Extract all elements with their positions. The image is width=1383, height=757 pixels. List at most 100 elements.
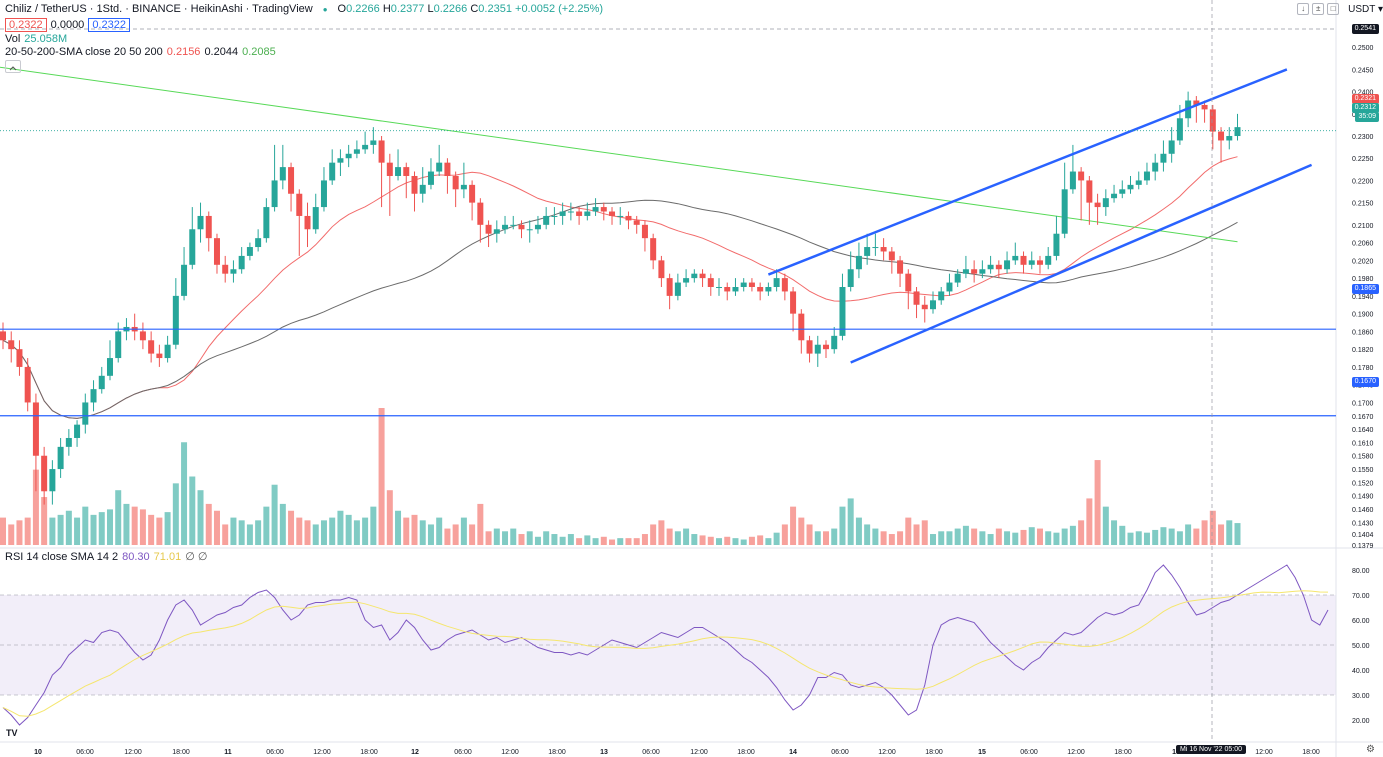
- price-tick-label: 0.2450: [1352, 67, 1374, 74]
- volume-bar: [24, 517, 31, 545]
- volume-bar: [469, 524, 476, 545]
- chevron-up-icon: [9, 66, 17, 71]
- time-tick-label: 18:00: [360, 749, 378, 756]
- time-tick-label: 18:00: [172, 749, 190, 756]
- candle-body: [897, 260, 904, 274]
- volume-bar: [962, 525, 969, 545]
- candle-body: [699, 273, 706, 279]
- ohlc-close-key: C: [470, 3, 479, 15]
- ohlc-open-key: O: [337, 3, 347, 15]
- volume-label: Vol: [5, 33, 21, 45]
- volume-bar: [82, 506, 89, 545]
- volume-bar: [831, 528, 838, 545]
- candle-body: [543, 215, 550, 225]
- arrow-down-icon[interactable]: ↓: [1297, 3, 1310, 15]
- price-tick-label: 0.1900: [1352, 312, 1374, 319]
- price-tick-label: 0.1404: [1352, 532, 1374, 539]
- time-tick-label: 12:00: [313, 749, 331, 756]
- price-tick-label: 0.2500: [1352, 45, 1374, 52]
- price-tick-label: 0.2200: [1352, 178, 1374, 185]
- hline-tag-upper: 0.1865: [1351, 284, 1379, 294]
- time-tick-label: 18:00: [1114, 749, 1132, 756]
- square-icon[interactable]: □: [1327, 3, 1340, 15]
- volume-bar: [979, 531, 986, 545]
- tradingview-logo[interactable]: TV: [6, 728, 18, 738]
- bid-ask-row: 0.2322 0.0000 0.2322: [5, 18, 130, 32]
- volume-bar: [1185, 524, 1192, 545]
- volume-bar: [748, 536, 755, 545]
- sma-legend[interactable]: 20-50-200-SMA close 20 50 200 0.2156 0.2…: [5, 46, 276, 58]
- scale-controls: ↓ ± □ USDT ▾: [1297, 3, 1383, 15]
- symbol-title[interactable]: Chiliz / TetherUS · 1Std. · BINANCE · He…: [5, 3, 313, 15]
- sma200-value: 0.2085: [242, 46, 276, 58]
- candle-body: [691, 273, 698, 279]
- volume-bar: [740, 539, 747, 545]
- candle-body: [880, 247, 887, 252]
- volume-bar: [98, 512, 105, 545]
- volume-bar: [518, 534, 525, 545]
- candle-body: [888, 251, 895, 261]
- price-tick-label: 0.1640: [1352, 427, 1374, 434]
- price-tick-label: 0.1550: [1352, 467, 1374, 474]
- sma50-line: [2, 199, 1238, 419]
- candle-body: [559, 211, 566, 216]
- volume-bar: [567, 534, 574, 545]
- time-tick-label: 06:00: [76, 749, 94, 756]
- candle-body: [1028, 260, 1035, 265]
- symbol-legend: Chiliz / TetherUS · 1Std. · BINANCE · He…: [5, 3, 603, 15]
- volume-bar: [905, 517, 912, 545]
- gear-icon[interactable]: ⚙: [1366, 744, 1375, 755]
- candle-body: [1234, 127, 1241, 137]
- volume-bar: [510, 528, 517, 545]
- volume-legend[interactable]: Vol 25.058M: [5, 33, 67, 45]
- candle-body: [1193, 100, 1200, 105]
- candle-body: [8, 340, 15, 350]
- rsi-line: [2, 564, 1329, 726]
- candle-body: [452, 175, 459, 190]
- volume-bar: [345, 514, 352, 545]
- sma200-line: [0, 66, 1238, 243]
- volume-bar: [427, 524, 434, 545]
- volume-bar: [189, 476, 196, 545]
- candle-body: [650, 238, 657, 261]
- volume-bar: [888, 534, 895, 545]
- collapse-legend-button[interactable]: [5, 60, 21, 73]
- volume-bar: [913, 524, 920, 545]
- volume-bar: [559, 536, 566, 545]
- volume-bar: [1036, 528, 1043, 545]
- volume-bar: [279, 503, 286, 545]
- candle-body: [748, 282, 755, 287]
- candle-body: [641, 224, 648, 239]
- bid-price[interactable]: 0.2322: [5, 18, 47, 32]
- candle-body: [115, 331, 122, 359]
- drawn-lines[interactable]: [0, 0, 1336, 742]
- candle-body: [1111, 193, 1118, 199]
- volume-bar: [814, 531, 821, 545]
- ask-price[interactable]: 0.2322: [88, 18, 130, 32]
- candle-body: [139, 331, 146, 341]
- candle-body: [576, 211, 583, 216]
- axes[interactable]: 0.25000.24500.24000.23500.23000.22500.22…: [34, 45, 1373, 756]
- volume-bar: [625, 538, 632, 545]
- volume-bar: [493, 528, 500, 545]
- candle-body: [213, 238, 220, 265]
- volume-bar: [1226, 520, 1233, 545]
- plus-minus-icon[interactable]: ±: [1312, 3, 1325, 15]
- volume-bar: [971, 528, 978, 545]
- volume-bar: [1020, 529, 1027, 545]
- volume-bar: [617, 538, 624, 545]
- candles[interactable]: [0, 91, 1241, 505]
- volume-bar: [1045, 531, 1052, 545]
- currency-selector[interactable]: USDT ▾: [1348, 4, 1383, 15]
- volume-bar: [707, 536, 714, 545]
- rsi-tick-label: 30.00: [1352, 693, 1370, 700]
- candle-body: [32, 402, 39, 456]
- rsi-legend[interactable]: RSI 14 close SMA 14 2 80.30 71.01 ∅ ∅: [5, 550, 207, 564]
- volume-bar: [485, 531, 492, 545]
- time-tick-label: 18:00: [737, 749, 755, 756]
- time-tick-label: 06:00: [642, 749, 660, 756]
- volume-bar: [872, 528, 879, 545]
- volume-bar: [304, 520, 311, 545]
- ohlc-open: 0.2266: [346, 3, 380, 15]
